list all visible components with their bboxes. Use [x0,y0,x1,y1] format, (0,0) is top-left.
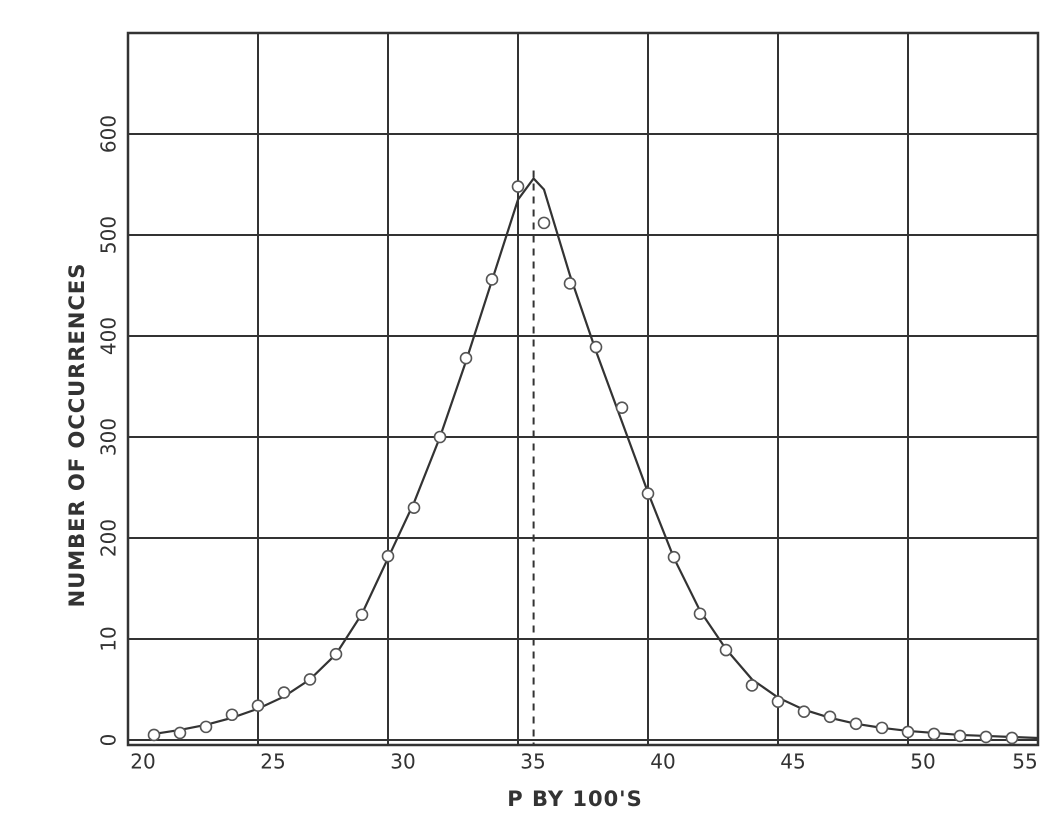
data-point [251,699,265,712]
data-point [199,720,213,734]
data-point [329,647,343,661]
data-point [381,549,395,563]
y-tick-label: 0 [97,734,121,747]
data-point [225,708,239,722]
data-point [173,726,187,740]
x-tick-label: 20 [130,750,155,774]
data-point [485,273,499,286]
data-point [797,705,811,719]
x-axis-title: P BY 100'S [507,787,642,811]
y-tick-label: 200 [97,519,121,557]
data-point [901,725,915,739]
data-point [641,487,655,500]
data-point [1005,731,1019,745]
data-point [589,340,603,354]
fit-line [148,176,1039,740]
x-tick-label: 35 [520,750,545,774]
data-point [511,180,525,193]
x-tick-label: 55 [1012,750,1037,774]
y-tick-label: 500 [97,216,121,254]
data-point [823,710,837,724]
data-point [667,550,681,564]
data-point [875,721,889,735]
data-point [407,501,421,515]
y-tick-label: 300 [97,418,121,456]
data-point [355,608,369,622]
y-tick-label: 400 [97,317,121,355]
y-tick-label: 600 [97,115,121,153]
data-point [719,643,733,657]
data-point [979,730,993,744]
data-point [693,607,707,621]
y-tick-label: 10 [97,626,121,651]
data-point [433,430,447,444]
data-point [745,679,759,692]
x-tick-label: 45 [780,750,805,774]
x-tick-label: 30 [390,750,415,774]
data-point [303,673,317,686]
data-point [615,401,629,415]
x-tick-label: 25 [260,750,285,774]
data-point [277,686,291,699]
data-point [953,729,967,743]
data-point [537,216,551,230]
y-axis-title: NUMBER OF OCCURRENCES [65,263,89,608]
data-point [927,727,941,741]
data-point [849,717,863,731]
data-point [563,277,577,290]
data-point [771,695,785,708]
data-point [147,728,161,742]
x-tick-label: 50 [910,750,935,774]
data-point [459,351,473,365]
x-tick-label: 40 [650,750,675,774]
